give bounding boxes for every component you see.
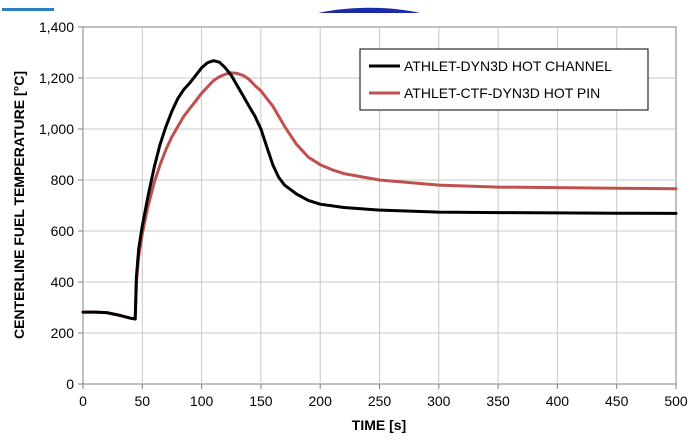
x-tick-label: 50 — [135, 393, 151, 409]
series-layer — [81, 59, 678, 321]
x-tick-label: 500 — [664, 393, 688, 409]
legend-box — [359, 48, 649, 111]
y-tick-label: 600 — [51, 223, 75, 239]
y-tick-label: 0 — [66, 376, 74, 392]
y-tick-label: 1,200 — [39, 70, 74, 86]
y-tick-label: 200 — [51, 325, 75, 341]
legend-label-hot-pin: ATHLET-CTF-DYN3D HOT PIN — [404, 85, 600, 101]
x-tick-label: 400 — [546, 393, 570, 409]
top-left-accent-bar — [2, 8, 54, 11]
x-axis-title: TIME [s] — [352, 417, 406, 433]
x-tick-label: 200 — [309, 393, 333, 409]
x-tick-label: 250 — [368, 393, 392, 409]
x-tick-labels: 0 50 100 150 200 250 300 350 400 450 500 — [79, 393, 688, 409]
x-tick-label: 0 — [79, 393, 87, 409]
top-center-blue-shape — [318, 7, 420, 13]
y-tick-label: 1,000 — [39, 121, 74, 137]
x-tick-label: 300 — [427, 393, 451, 409]
y-tick-labels: 0 200 400 600 800 1,000 1,200 1,400 — [39, 19, 74, 392]
y-axis-title: CENTERLINE FUEL TEMPERATURE [°C] — [11, 71, 27, 339]
x-tick-label: 150 — [249, 393, 273, 409]
x-tick-label: 350 — [486, 393, 510, 409]
legend-label-hot-channel: ATHLET-DYN3D HOT CHANNEL — [404, 58, 612, 74]
series-line-hot-channel — [81, 59, 678, 321]
grid-lines — [78, 26, 677, 389]
x-tick-label: 450 — [605, 393, 629, 409]
y-tick-label: 400 — [51, 274, 75, 290]
y-tick-label: 800 — [51, 172, 75, 188]
legend: ATHLET-DYN3D HOT CHANNEL ATHLET-CTF-DYN3… — [359, 48, 649, 111]
x-tick-label: 100 — [190, 393, 214, 409]
y-tick-label: 1,400 — [39, 19, 74, 35]
